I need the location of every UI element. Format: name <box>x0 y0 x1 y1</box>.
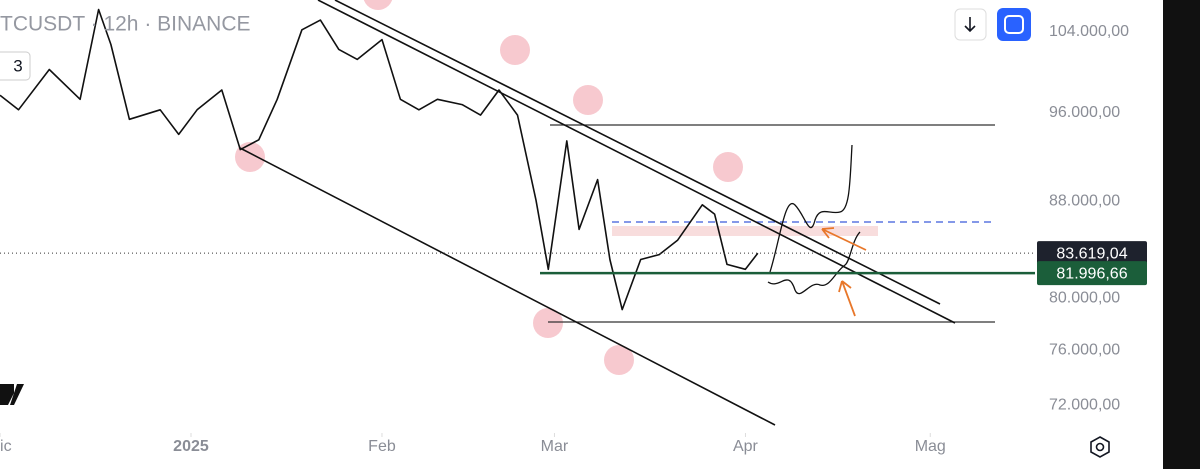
chart-title: BTCUSDT · 12h · BINANCE <box>0 13 251 36</box>
y-tick-label: 72.000,00 <box>1049 396 1120 413</box>
fullscreen-icon <box>1004 15 1024 34</box>
price-line <box>0 8 759 311</box>
marker-circle <box>713 152 743 182</box>
x-tick-label: Feb <box>368 438 396 455</box>
y-tick-label: 76.000,00 <box>1049 341 1120 358</box>
price-badge <box>1037 241 1147 266</box>
arrow <box>821 227 867 251</box>
price-badge-label: 83.619,04 <box>1056 245 1127 262</box>
zone <box>612 226 878 236</box>
edge <box>1163 0 1200 469</box>
channel-line <box>317 0 956 324</box>
marker-circle <box>500 35 530 65</box>
fullscreen-button[interactable] <box>997 8 1031 41</box>
logo <box>0 384 24 405</box>
x-tick-label: Mar <box>541 438 569 455</box>
marker-circle <box>533 308 563 338</box>
y-tick-label: 88.000,00 <box>1049 193 1120 210</box>
drawings <box>235 0 995 426</box>
sketch <box>769 144 853 273</box>
y-tick-label: 104.000,00 <box>1049 23 1129 40</box>
x-tick-label: 2025 <box>173 438 209 455</box>
x-tick-label: Dic <box>0 438 12 455</box>
x-tick-label: Mag <box>915 438 946 455</box>
price-badge-label: 81.996,66 <box>1056 265 1127 282</box>
indicator-toggle[interactable] <box>0 51 31 81</box>
marker-circle <box>573 85 603 115</box>
plot <box>0 8 1040 437</box>
sketch <box>767 231 861 295</box>
channel-line <box>239 147 776 426</box>
channel-line <box>334 0 941 305</box>
settings-icon <box>1095 442 1105 452</box>
indicator-count: 3 <box>13 56 22 75</box>
download-icon <box>964 17 976 33</box>
y-tick-label: 80.000,00 <box>1049 289 1120 306</box>
arrow <box>838 280 856 317</box>
price-badge <box>1037 261 1147 286</box>
settings-button[interactable] <box>1090 436 1110 458</box>
marker-circle <box>363 0 393 10</box>
marker-circle <box>604 345 634 375</box>
y-tick-label: 96.000,00 <box>1049 104 1120 121</box>
x-tick-label: Apr <box>733 438 759 455</box>
